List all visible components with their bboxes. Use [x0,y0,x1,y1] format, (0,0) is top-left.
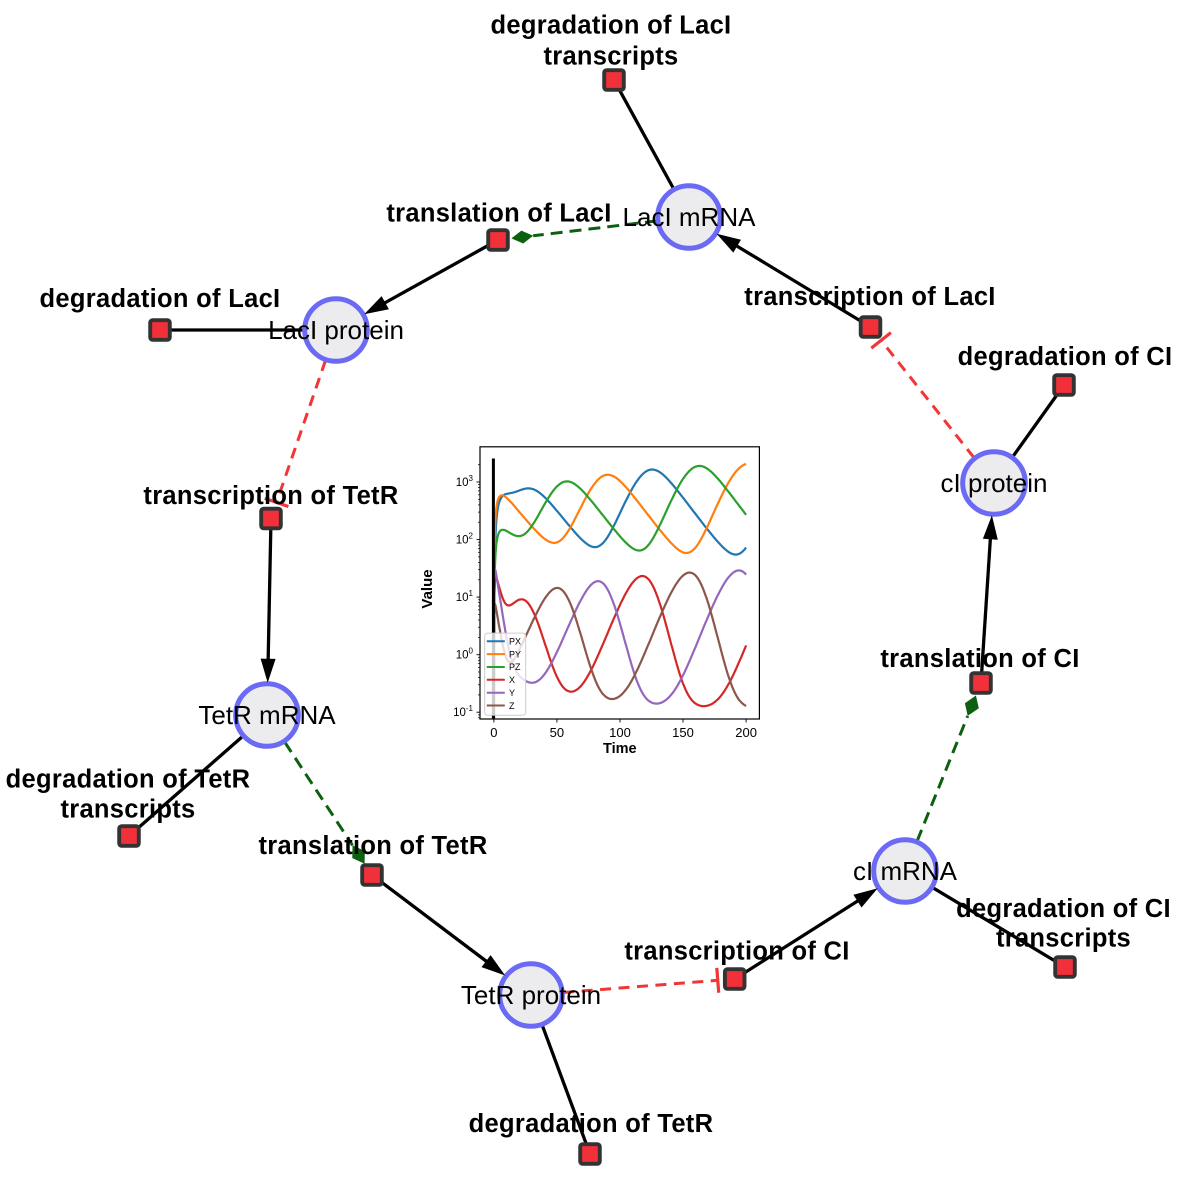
svg-text:cI mRNA: cI mRNA [853,856,958,886]
svg-text:50: 50 [550,725,564,740]
svg-text:200: 200 [735,725,757,740]
svg-text:degradation of LacI: degradation of LacI [40,285,281,313]
svg-text:PY: PY [509,649,521,659]
svg-text:Time: Time [603,741,637,757]
svg-text:LacI mRNA: LacI mRNA [623,202,757,232]
svg-text:X: X [509,675,515,685]
svg-text:100: 100 [609,725,631,740]
svg-text:transcription of TetR: transcription of TetR [143,482,398,510]
svg-text:degradation of TetR: degradation of TetR [6,765,251,793]
svg-text:Z: Z [509,701,515,711]
svg-text:degradation of CI: degradation of CI [958,343,1173,371]
svg-text:TetR protein: TetR protein [461,980,601,1010]
svg-text:TetR mRNA: TetR mRNA [198,700,336,730]
svg-text:PX: PX [509,637,521,647]
svg-text:degradation of LacI: degradation of LacI [491,12,732,40]
svg-text:transcription of CI: transcription of CI [624,937,849,965]
svg-text:Value: Value [419,569,436,608]
svg-text:0: 0 [490,725,497,740]
svg-text:PZ: PZ [509,662,521,672]
svg-text:Y: Y [509,688,515,698]
svg-text:transcripts: transcripts [996,925,1131,953]
svg-text:transcripts: transcripts [60,796,195,824]
svg-text:degradation of TetR: degradation of TetR [469,1110,714,1138]
svg-text:transcripts: transcripts [543,42,678,70]
svg-text:LacI protein: LacI protein [268,315,404,345]
svg-text:transcription of LacI: transcription of LacI [744,283,995,311]
svg-text:degradation of CI: degradation of CI [956,895,1171,923]
svg-text:translation of LacI: translation of LacI [386,200,611,228]
svg-text:cI protein: cI protein [941,468,1048,498]
svg-text:150: 150 [672,725,694,740]
svg-text:translation of CI: translation of CI [880,645,1079,673]
svg-text:translation of TetR: translation of TetR [258,832,487,860]
